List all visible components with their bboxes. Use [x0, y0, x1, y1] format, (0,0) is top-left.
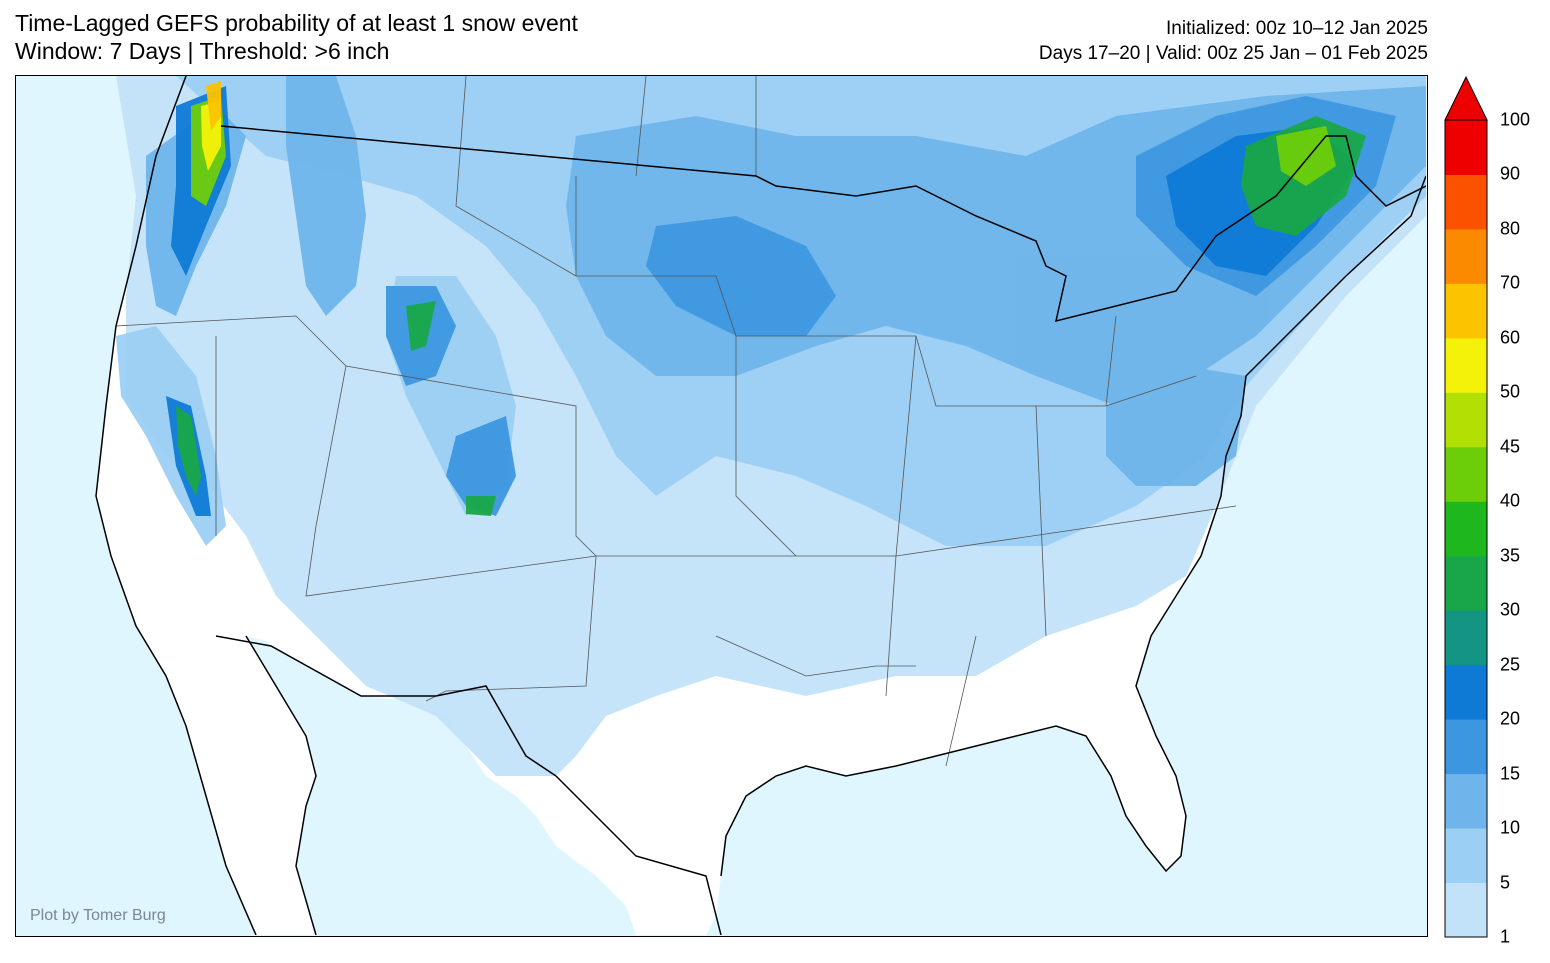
colorbar-tick-label: 60: [1500, 327, 1521, 348]
colorbar-tick-label: 50: [1500, 381, 1521, 402]
coastline: [95, 76, 1426, 935]
colorbar-segment: [1445, 555, 1487, 611]
colorbar-segment: [1445, 664, 1487, 720]
colorbar-tick-label: 10: [1500, 817, 1521, 838]
colorbar-tick-label: 70: [1500, 272, 1521, 293]
colorbar: [1443, 75, 1543, 955]
colorbar-segment: [1445, 828, 1487, 884]
colorbar-segment: [1445, 283, 1487, 339]
colorbar-svg: [1444, 75, 1488, 938]
colorbar-segment: [1445, 446, 1487, 502]
colorbar-tick-label: 20: [1500, 708, 1521, 729]
colorbar-segment: [1445, 773, 1487, 829]
country-borders: [215, 125, 1426, 777]
colorbar-tick-label: 15: [1500, 763, 1521, 784]
colorbar-tick-label: 5: [1500, 872, 1511, 893]
colorbar-tick-label: 40: [1500, 490, 1521, 511]
colorbar-frame: [1444, 119, 1488, 938]
colorbar-tick-label: 25: [1500, 654, 1521, 675]
initialized-label: Initialized: 00z 10–12 Jan 2025: [1166, 18, 1428, 39]
colorbar-segment: [1445, 228, 1487, 284]
colorbar-extend-arrow: [1444, 75, 1488, 121]
colorbar-segment: [1445, 174, 1487, 230]
valid-label: Days 17–20 | Valid: 00z 25 Jan – 01 Feb …: [1038, 43, 1428, 64]
colorbar-tick-label: 100: [1500, 109, 1531, 130]
plot-credit: Plot by Tomer Burg: [30, 907, 166, 924]
colorbar-segment: [1445, 882, 1487, 938]
shading-level-12: [206, 81, 221, 131]
colorbar-segment: [1445, 719, 1487, 775]
chart-subtitle: Window: 7 Days | Threshold: >6 inch: [15, 38, 390, 64]
colorbar-segment: [1445, 501, 1487, 557]
probability-map: [15, 75, 1428, 937]
colorbar-tick-label: 90: [1500, 163, 1521, 184]
colorbar-segment: [1445, 392, 1487, 448]
colorbar-segment: [1445, 610, 1487, 666]
colorbar-tick-label: 80: [1500, 218, 1521, 239]
chart-title: Time-Lagged GEFS probability of at least…: [15, 10, 578, 36]
colorbar-tick-label: 1: [1500, 926, 1511, 947]
colorbar-segment: [1445, 120, 1487, 175]
map-svg: [16, 76, 1426, 935]
colorbar-tick-label: 30: [1500, 599, 1521, 620]
colorbar-segment: [1445, 337, 1487, 393]
colorbar-tick-label: 35: [1500, 545, 1521, 566]
colorbar-tick-label: 45: [1500, 436, 1521, 457]
